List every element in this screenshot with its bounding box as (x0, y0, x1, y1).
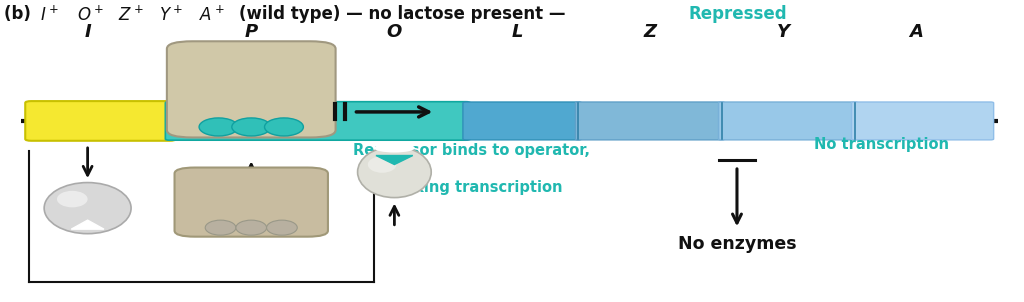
Text: $\mathit{I}^+$: $\mathit{I}^+$ (40, 5, 58, 24)
FancyBboxPatch shape (575, 102, 725, 140)
Text: $\mathit{Y}^+$: $\mathit{Y}^+$ (159, 5, 183, 24)
Polygon shape (376, 156, 413, 165)
Ellipse shape (199, 118, 238, 136)
Text: (b): (b) (4, 5, 37, 23)
Text: (wild type) — no lactose present —: (wild type) — no lactose present — (239, 5, 565, 23)
Text: blocking transcription: blocking transcription (380, 180, 562, 194)
Text: Repressed: Repressed (689, 5, 787, 23)
Ellipse shape (266, 220, 297, 235)
Text: Y: Y (776, 23, 790, 41)
FancyBboxPatch shape (463, 102, 582, 140)
Polygon shape (72, 220, 104, 229)
FancyBboxPatch shape (167, 41, 336, 137)
Text: Repressor binds to operator,: Repressor binds to operator, (352, 143, 590, 159)
Ellipse shape (44, 183, 131, 234)
FancyBboxPatch shape (26, 101, 175, 141)
Ellipse shape (264, 118, 303, 136)
Text: L: L (511, 23, 523, 41)
Ellipse shape (57, 191, 88, 207)
Ellipse shape (205, 220, 236, 235)
FancyBboxPatch shape (719, 102, 858, 140)
Text: $\mathit{Z}^+$: $\mathit{Z}^+$ (119, 5, 144, 24)
FancyBboxPatch shape (165, 102, 470, 140)
Text: Z: Z (643, 23, 656, 41)
FancyBboxPatch shape (174, 168, 328, 237)
Text: O: O (387, 23, 402, 41)
FancyBboxPatch shape (852, 102, 993, 140)
Ellipse shape (357, 146, 431, 198)
Text: A: A (909, 23, 923, 41)
Text: No enzymes: No enzymes (678, 235, 797, 253)
Text: $\mathit{A}^+$: $\mathit{A}^+$ (199, 5, 225, 24)
Text: I: I (84, 23, 91, 41)
Ellipse shape (374, 143, 415, 153)
Text: $\mathit{O}^+$: $\mathit{O}^+$ (78, 5, 104, 24)
Ellipse shape (236, 220, 266, 235)
Text: No transcription: No transcription (814, 137, 948, 153)
Ellipse shape (231, 118, 270, 136)
Ellipse shape (368, 156, 396, 173)
Text: P: P (245, 23, 258, 41)
